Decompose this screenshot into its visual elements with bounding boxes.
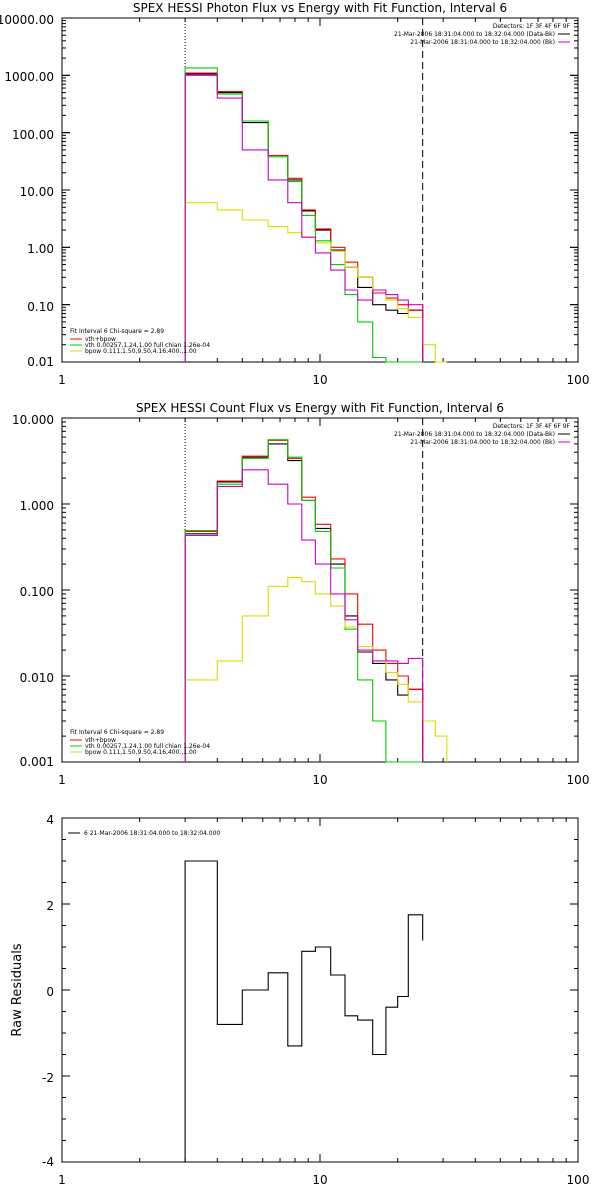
photon-x-tick-labels: 1 10 100: [58, 373, 589, 387]
residuals-y-tick-0: 0: [46, 985, 54, 999]
photon-series-total: [184, 72, 424, 362]
count-series-total: [184, 439, 424, 762]
photon-y-tick-1000: 1000.00: [4, 70, 54, 84]
count-fit-legend-vth: vth 0.00257,1.24,1.00 full chian 1.26e-0…: [85, 743, 210, 750]
count-y-tick-0.001: 0.001: [20, 755, 54, 769]
count-y-tick-1: 1.000: [20, 499, 54, 513]
count-plot-frame: [61, 417, 579, 763]
count-series-bk: [184, 469, 424, 762]
photon-y-tick-100: 100.00: [12, 128, 54, 142]
photon-plot-frame: [61, 17, 579, 363]
count-x-tick-100: 100: [567, 773, 590, 787]
photon-x-tick-100: 100: [567, 373, 590, 387]
photon-flux-title: SPEX HESSI Photon Flux vs Energy with Fi…: [133, 1, 507, 15]
photon-y-tick-10000: 10000.00: [0, 13, 54, 27]
residuals-y-axis-label: Raw Residuals: [10, 943, 25, 1036]
count-series-data: [184, 443, 424, 762]
photon-series-bk: [184, 74, 424, 362]
photon-series-vth: [184, 67, 423, 363]
count-x-tick-labels: 1 10 100: [58, 773, 589, 787]
residuals-y-tick-2: 2: [46, 899, 54, 913]
residuals-x-tick-1: 1: [58, 1173, 66, 1187]
count-x-tick-1: 1: [58, 773, 66, 787]
count-y-tick-labels: 10.000 1.000 0.100 0.010 0.001: [12, 413, 54, 769]
count-y-tick-0.01: 0.010: [20, 671, 54, 685]
photon-series: [184, 67, 447, 363]
photon-x-tick-10: 10: [312, 373, 327, 387]
photon-top-legend: Detectors: 1F 3F 4F 6F 9F 21-Mar-2006 18…: [394, 23, 571, 46]
count-fit-legend: Fit Interval 6 Chi-square = 2.89 vth+bpo…: [70, 729, 210, 756]
residuals-legend-label: 6 21-Mar-2006 18:31:04.000 to 18:32:04.0…: [84, 830, 220, 837]
count-y-tick-10: 10.000: [12, 413, 54, 427]
count-series-vth: [184, 439, 423, 763]
count-top-legend: Detectors: 1F 3F 4F 6F 9F 21-Mar-2006 18…: [394, 423, 571, 446]
photon-flux-panel: SPEX HESSI Photon Flux vs Energy with Fi…: [0, 1, 589, 387]
photon-fit-legend-total: vth+bpow: [85, 336, 116, 343]
count-legend-data-bk: 21-Mar-2006 18:31:04.000 to 18:32:04.000…: [394, 431, 555, 438]
photon-y-tick-0.01: 0.01: [27, 355, 54, 369]
photon-legend-data-bk: 21-Mar-2006 18:31:04.000 to 18:32:04.000…: [394, 31, 555, 38]
photon-detectors-label: Detectors: 1F 3F 4F 6F 9F: [493, 23, 571, 30]
photon-fit-legend-chi: Fit Interval 6 Chi-square = 2.89: [70, 328, 164, 335]
photon-y-tick-0.1: 0.10: [27, 300, 54, 314]
count-x-tick-10: 10: [312, 773, 327, 787]
photon-legend-bk: 21-Mar-2006 18:31:04.000 to 18:32:04.000…: [410, 39, 555, 46]
count-series: [184, 439, 448, 763]
count-tick-marks: [61, 417, 579, 763]
photon-fit-legend-bpow: bpow 0.111,1.50,9.50,4.16,400.,1.00: [85, 348, 197, 355]
count-legend-bk: 21-Mar-2006 18:31:04.000 to 18:32:04.000…: [410, 439, 555, 446]
residuals-x-tick-labels: 1 10 100: [58, 1173, 589, 1187]
residuals-x-tick-10: 10: [312, 1173, 327, 1187]
residuals-plot-frame: [61, 817, 579, 1163]
count-y-tick-0.1: 0.100: [20, 585, 54, 599]
photon-fit-legend-vth: vth 0.00257,1.24,1.00 full chian 1.26e-0…: [85, 342, 210, 349]
residuals-y-tick-4: 4: [46, 813, 54, 827]
photon-fit-legend: Fit Interval 6 Chi-square = 2.89 vth+bpo…: [70, 328, 210, 355]
photon-x-tick-1: 1: [58, 373, 66, 387]
residuals-tick-marks: [61, 817, 579, 1163]
count-fit-legend-chi: Fit Interval 6 Chi-square = 2.89: [70, 729, 164, 736]
residuals-y-tick-minus2: -2: [42, 1071, 54, 1085]
photon-y-tick-10: 10.00: [20, 185, 54, 199]
photon-y-tick-labels: 10000.00 1000.00 100.00 10.00 1.00 0.10 …: [0, 13, 54, 369]
count-detectors-label: Detectors: 1F 3F 4F 6F 9F: [493, 423, 571, 430]
count-flux-panel: SPEX HESSI Count Flux vs Energy with Fit…: [12, 401, 589, 787]
count-series-bpow: [184, 576, 448, 762]
photon-tick-marks: [61, 17, 579, 363]
photon-series-data: [184, 73, 424, 362]
count-energy-range-markers: [184, 418, 424, 762]
residuals-series: [184, 860, 424, 1162]
residuals-y-tick-minus4: -4: [42, 1155, 54, 1169]
count-fit-legend-total: vth+bpow: [85, 737, 116, 744]
residuals-x-tick-100: 100: [567, 1173, 590, 1187]
residuals-y-tick-labels: 4 2 0 -2 -4: [42, 813, 54, 1169]
residuals-panel: 4 2 0 -2 -4 1 10 100 Raw Residuals 6 21-…: [10, 813, 589, 1187]
photon-series-bpow: [184, 202, 447, 363]
photon-y-tick-1: 1.00: [27, 242, 54, 256]
count-fit-legend-bpow: bpow 0.111,1.50,9.50,4.16,400.,1.00: [85, 749, 197, 756]
residuals-series-data: [184, 860, 424, 1162]
count-flux-title: SPEX HESSI Count Flux vs Energy with Fit…: [136, 401, 504, 415]
